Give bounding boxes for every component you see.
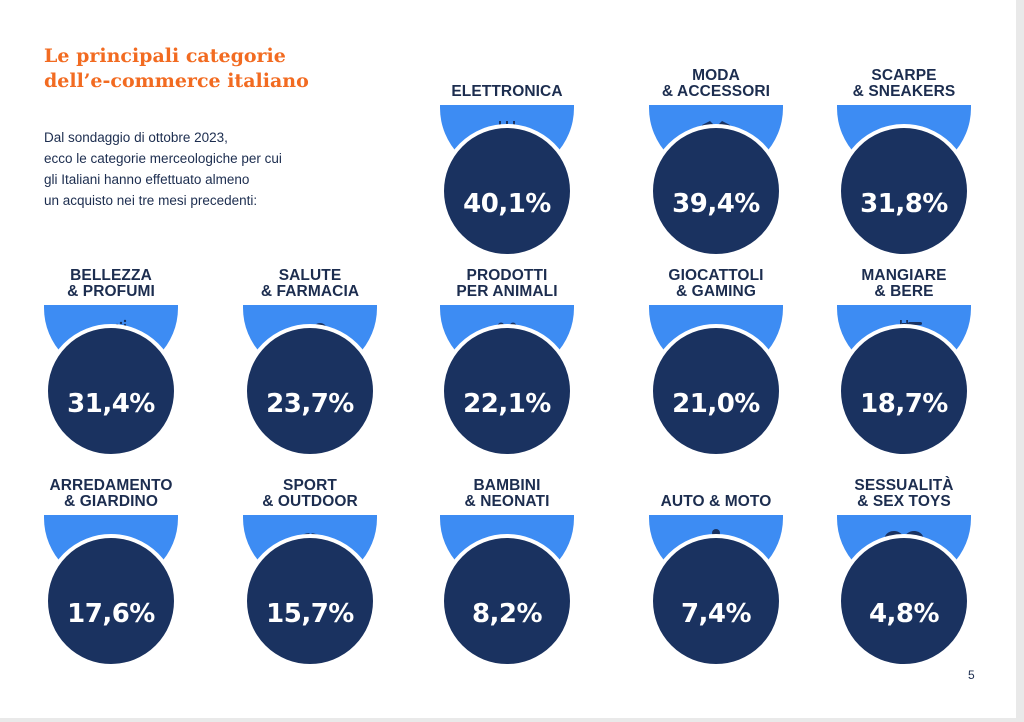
category-value: 40,1% bbox=[463, 189, 551, 219]
category-label: SCARPE & SNEAKERS bbox=[823, 68, 985, 100]
category-label-line-2: & SNEAKERS bbox=[852, 83, 956, 100]
category-label-line-2: & SEX TOYS bbox=[857, 493, 951, 510]
intro-line-1: Dal sondaggio di ottobre 2023, bbox=[44, 130, 228, 145]
category-label-line-1: BELLEZZA bbox=[70, 267, 152, 284]
category-value-circle: 7,4% bbox=[649, 534, 783, 668]
category-label: AUTO & MOTO bbox=[635, 494, 797, 510]
page-title-line-1: Le principali categorie bbox=[44, 45, 286, 67]
category-label-line-2: & NEONATI bbox=[464, 493, 550, 510]
category-value: 8,2% bbox=[471, 599, 543, 629]
category-label: ELETTRONICA bbox=[426, 84, 588, 100]
category-giocattoli-gaming: GIOCATTOLI & GAMING 21,0% bbox=[649, 263, 783, 458]
category-label-line-1: SALUTE bbox=[278, 267, 342, 284]
category-label-line-2: & BERE bbox=[874, 283, 934, 300]
category-label-line-1: ARREDAMENTO bbox=[49, 477, 173, 494]
category-label-line-2: & PROFUMI bbox=[67, 283, 155, 300]
category-label-line-1: PRODOTTI bbox=[466, 267, 548, 284]
category-label-line-2: & GIARDINO bbox=[64, 493, 158, 510]
category-label: SESSUALITÀ & SEX TOYS bbox=[823, 478, 985, 510]
category-value-circle: 31,4% bbox=[44, 324, 178, 458]
category-value-circle: 22,1% bbox=[440, 324, 574, 458]
category-value-circle: 4,8% bbox=[837, 534, 971, 668]
intro-line-4: un acquisto nei tre mesi precedenti: bbox=[44, 193, 258, 208]
category-prodotti-animali: PRODOTTI PER ANIMALI 22,1% bbox=[440, 263, 574, 458]
category-value: 31,8% bbox=[860, 189, 948, 219]
category-salute-farmacia: SALUTE & FARMACIA 23,7% bbox=[243, 263, 377, 458]
category-label-line-1: SCARPE bbox=[871, 67, 937, 84]
category-label: SPORT & OUTDOOR bbox=[229, 478, 391, 510]
category-label: ARREDAMENTO & GIARDINO bbox=[30, 478, 192, 510]
category-value-circle: 8,2% bbox=[440, 534, 574, 668]
category-label-line-1: BAMBINI bbox=[473, 477, 541, 494]
category-arredamento-giardino: ARREDAMENTO & GIARDINO 17,6% bbox=[44, 473, 178, 668]
category-label-line-2: & OUTDOOR bbox=[262, 493, 358, 510]
category-bambini-neonati: BAMBINI & NEONATI 8,2% bbox=[440, 473, 574, 668]
category-label: GIOCATTOLI & GAMING bbox=[635, 268, 797, 300]
category-value: 17,6% bbox=[67, 599, 155, 629]
category-label: PRODOTTI PER ANIMALI bbox=[426, 268, 588, 300]
category-label-line-1: ELETTRONICA bbox=[451, 83, 563, 100]
category-value: 18,7% bbox=[860, 389, 948, 419]
page-title: Le principali categorie dell’e-commerce … bbox=[44, 44, 374, 94]
category-value: 7,4% bbox=[680, 599, 752, 629]
category-label-line-2: & FARMACIA bbox=[260, 283, 360, 300]
category-elettronica: ELETTRONICA 40,1% bbox=[440, 63, 574, 258]
category-label-line-1: MODA bbox=[692, 67, 740, 84]
category-label-line-2: PER ANIMALI bbox=[456, 283, 558, 300]
category-label: MANGIARE & BERE bbox=[823, 268, 985, 300]
intro-line-3: gli Italiani hanno effettuato almeno bbox=[44, 172, 250, 187]
category-value: 23,7% bbox=[266, 389, 354, 419]
category-value-circle: 31,8% bbox=[837, 124, 971, 258]
category-label: SALUTE & FARMACIA bbox=[229, 268, 391, 300]
category-value-circle: 23,7% bbox=[243, 324, 377, 458]
page-number: 5 bbox=[968, 668, 975, 682]
category-sport-outdoor: SPORT & OUTDOOR 15,7% bbox=[243, 473, 377, 668]
category-label-line-1: SESSUALITÀ bbox=[854, 477, 954, 494]
category-value: 39,4% bbox=[672, 189, 760, 219]
category-moda-accessori: MODA & ACCESSORI 39,4% bbox=[649, 63, 783, 258]
category-label-line-2: & ACCESSORI bbox=[661, 83, 771, 100]
category-sessualita-sex-toys: SESSUALITÀ & SEX TOYS 4,8% bbox=[837, 473, 971, 668]
category-value: 22,1% bbox=[463, 389, 551, 419]
category-value-circle: 18,7% bbox=[837, 324, 971, 458]
category-value-circle: 39,4% bbox=[649, 124, 783, 258]
intro-text: Dal sondaggio di ottobre 2023, ecco le c… bbox=[44, 127, 344, 211]
category-auto-moto: AUTO & MOTO 7,4% bbox=[649, 473, 783, 668]
category-value: 15,7% bbox=[266, 599, 354, 629]
category-scarpe-sneakers: SCARPE & SNEAKERS 31,8% bbox=[837, 63, 971, 258]
category-value-circle: 17,6% bbox=[44, 534, 178, 668]
category-label-line-1: AUTO & MOTO bbox=[660, 493, 772, 510]
category-value-circle: 40,1% bbox=[440, 124, 574, 258]
category-bellezza-profumi: BELLEZZA & PROFUMI 31,4% bbox=[44, 263, 178, 458]
category-mangiare-bere: MANGIARE & BERE 18,7% bbox=[837, 263, 971, 458]
category-label-line-1: GIOCATTOLI bbox=[668, 267, 764, 284]
category-label-line-1: SPORT bbox=[283, 477, 337, 494]
page-title-line-2: dell’e-commerce italiano bbox=[44, 70, 309, 92]
category-value-circle: 15,7% bbox=[243, 534, 377, 668]
category-value: 31,4% bbox=[67, 389, 155, 419]
category-value-circle: 21,0% bbox=[649, 324, 783, 458]
intro-line-2: ecco le categorie merceologiche per cui bbox=[44, 151, 282, 166]
category-label-line-2: & GAMING bbox=[675, 283, 757, 300]
category-label: BAMBINI & NEONATI bbox=[426, 478, 588, 510]
category-value: 21,0% bbox=[672, 389, 760, 419]
category-label-line-1: MANGIARE bbox=[861, 267, 947, 284]
category-label: BELLEZZA & PROFUMI bbox=[30, 268, 192, 300]
category-value: 4,8% bbox=[868, 599, 940, 629]
category-label: MODA & ACCESSORI bbox=[635, 68, 797, 100]
